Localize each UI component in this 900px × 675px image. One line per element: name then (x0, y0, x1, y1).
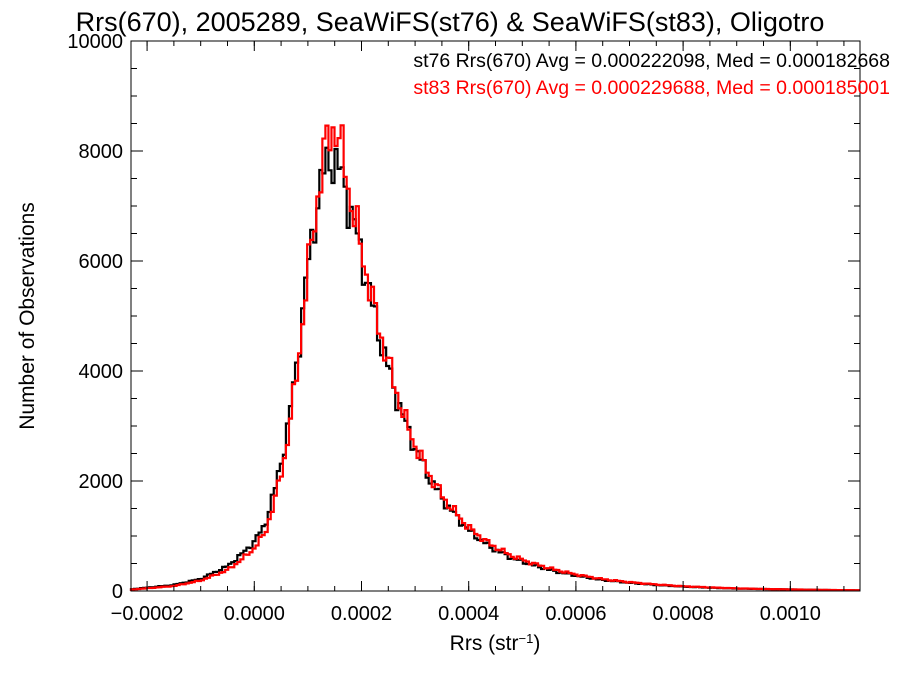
x-tick-label: 0.0006 (545, 603, 606, 625)
x-tick-label: 0.0002 (331, 603, 392, 625)
x-tick-label: 0.0008 (653, 603, 714, 625)
y-axis-label: Number of Observations (16, 202, 39, 430)
x-axis-label-superscript: −1 (519, 631, 534, 646)
y-tick-label: 8000 (79, 141, 124, 163)
chart-title: Rrs(670), 2005289, SeaWiFS(st76) & SeaWi… (76, 7, 825, 37)
x-tick-label: 0.0010 (760, 603, 821, 625)
legend-entry-1: st83 Rrs(670) Avg = 0.000229688, Med = 0… (413, 77, 890, 99)
y-tick-label: 6000 (79, 251, 124, 273)
x-tick-label: 0.0000 (224, 603, 285, 625)
y-tick-label: 10000 (67, 31, 123, 53)
y-tick-label: 4000 (79, 361, 124, 383)
series-layer (129, 124, 860, 592)
histogram-series-1 (129, 124, 860, 592)
x-axis-label: Rrs (str−1) (450, 631, 541, 655)
ticks-layer: −0.0002 0.0000 0.0002 0.0004 0.0006 0.0008 0.0… (67, 31, 860, 625)
x-axis-label-close: ) (533, 632, 540, 655)
y-tick-label: 2000 (79, 471, 124, 493)
legend: st76 Rrs(670) Avg = 0.000222098, Med = 0… (413, 50, 890, 99)
x-tick-label: −0.0002 (111, 603, 184, 625)
plot-frame (130, 40, 861, 592)
x-tick-label: 0.0004 (438, 603, 499, 625)
histogram-series-0 (129, 146, 860, 592)
legend-entry-0: st76 Rrs(670) Avg = 0.000222098, Med = 0… (413, 50, 890, 72)
y-tick-label: 0 (112, 581, 123, 603)
x-axis-label-text: Rrs (str (450, 632, 519, 655)
